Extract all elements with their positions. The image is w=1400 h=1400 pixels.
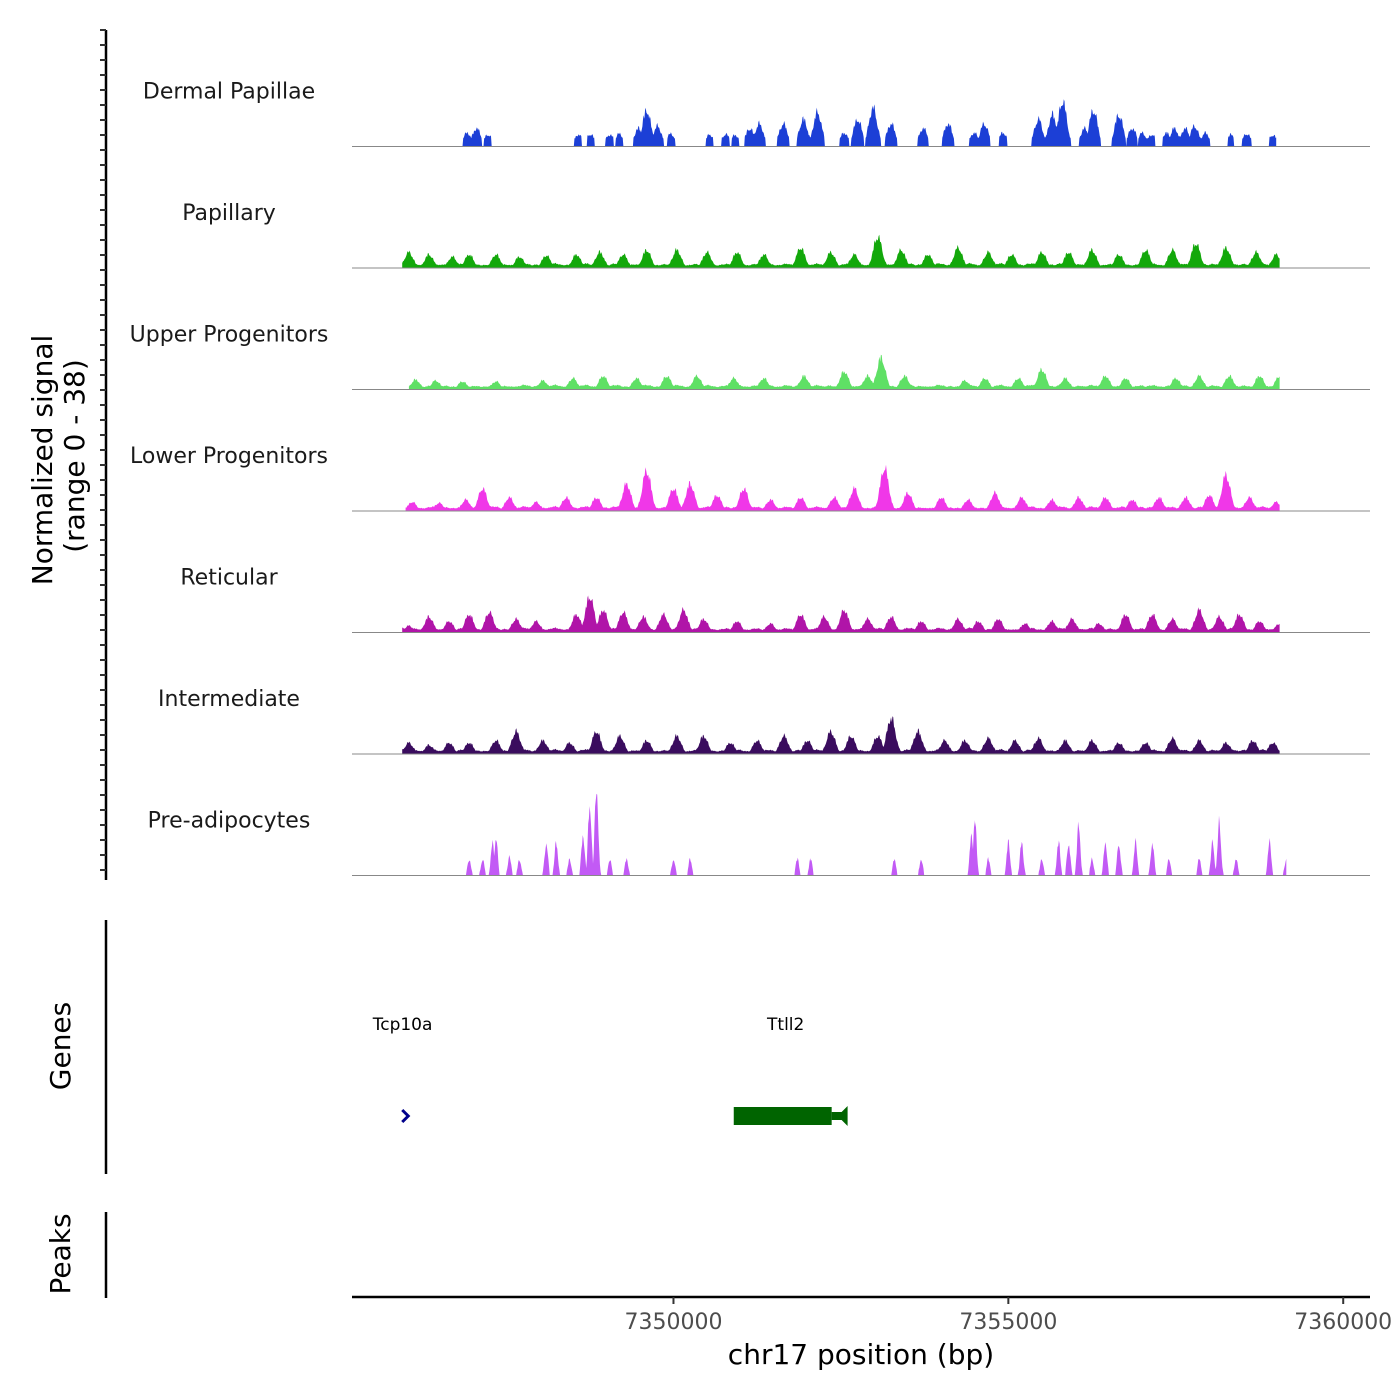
gene-strand-marker — [401, 1108, 411, 1124]
track-label: Intermediate — [158, 687, 300, 712]
signal-y-ticks — [100, 29, 106, 871]
x-tick-label: 7360000 — [1294, 1310, 1392, 1335]
gene-tcp10a: Tcp10a — [372, 1015, 433, 1124]
track-reticular: Reticular — [180, 566, 1370, 633]
track-dermal-papillae: Dermal Papillae — [143, 80, 1370, 147]
genes-panel-title: Genes — [44, 1002, 77, 1090]
coverage-area — [462, 99, 1277, 147]
track-label: Dermal Papillae — [143, 80, 315, 105]
track-label: Lower Progenitors — [130, 444, 328, 469]
gene-label: Ttll2 — [766, 1015, 804, 1035]
gene-exon — [733, 1107, 832, 1125]
coverage-area — [408, 354, 1280, 390]
x-tick-label: 7355000 — [959, 1310, 1057, 1335]
track-upper-progenitors: Upper Progenitors — [130, 323, 1370, 390]
track-label: Reticular — [180, 566, 278, 591]
gene-track: Tcp10a Ttll2 — [372, 1015, 848, 1126]
signal-axis-range: (range 0 - 38) — [58, 359, 91, 553]
track-intermediate: Intermediate — [158, 687, 1370, 755]
x-axis: 7350000 7355000 7360000 — [624, 1297, 1392, 1335]
track-pre-adipocytes: Pre-adipocytes — [148, 793, 1370, 876]
coverage-area — [462, 793, 1287, 876]
coverage-area — [402, 234, 1280, 268]
track-label: Papillary — [182, 201, 276, 226]
coverage-area — [405, 464, 1280, 511]
x-axis-title: chr17 position (bp) — [728, 1338, 994, 1371]
track-lower-progenitors: Lower Progenitors — [130, 444, 1370, 512]
x-tick-label: 7350000 — [624, 1310, 722, 1335]
gene-utr — [831, 1106, 848, 1126]
track-label: Upper Progenitors — [130, 323, 329, 348]
track-label: Pre-adipocytes — [148, 809, 311, 834]
coverage-area — [402, 716, 1280, 754]
peaks-panel-title: Peaks — [44, 1213, 77, 1294]
signal-axis-title: Normalized signal — [26, 335, 59, 586]
coverage-tracks: Dermal Papillae Papillary Upper Progenitor… — [130, 80, 1370, 876]
gene-label: Tcp10a — [372, 1015, 433, 1035]
track-papillary: Papillary — [182, 201, 1370, 269]
gene-ttll2: Ttll2 — [733, 1015, 848, 1126]
coverage-area — [402, 595, 1280, 633]
